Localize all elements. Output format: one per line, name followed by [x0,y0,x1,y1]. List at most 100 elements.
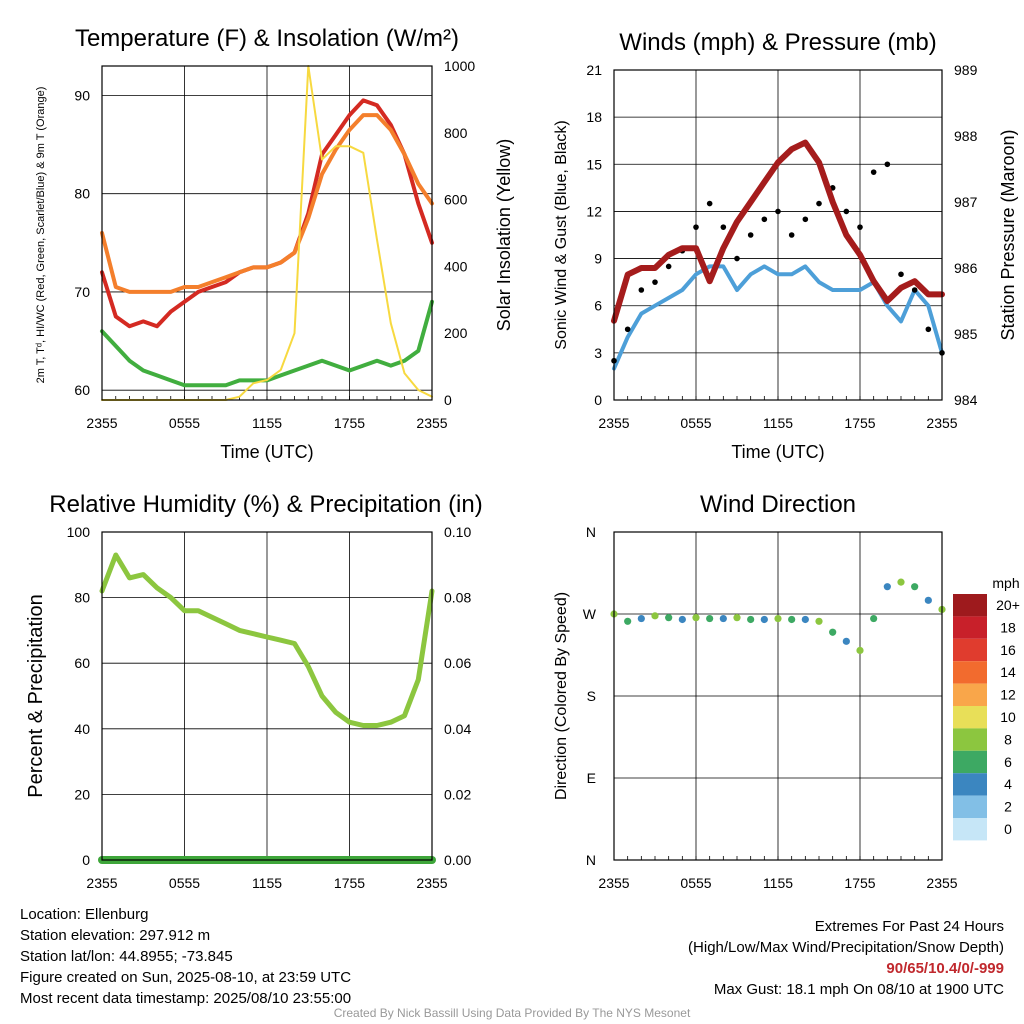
wind-x-axis-label: Time (UTC) [731,442,824,462]
wind-series-station-pressure [611,139,945,324]
temp-plot-frame [101,65,433,401]
wind-gust-point [706,200,713,207]
temp-y2-axis-label: Solar Insolation (Yellow) [494,139,514,331]
dir-legend-swatch [953,616,987,639]
wind-gust-point [734,255,740,262]
rh-left-tick-label: 20 [74,786,90,802]
dir-legend-swatch [953,818,987,841]
extremes-box: Extremes For Past 24 Hours (High/Low/Max… [688,916,1004,1000]
dir-legend-swatch [953,773,987,796]
dir-direction-point [801,615,809,624]
dir-direction-point [719,614,727,623]
wind-series-sonic-wind [612,264,944,371]
dir-legend-title: mph [992,575,1019,591]
wind-gust-point [898,271,904,278]
dir-direction-point [651,612,659,620]
station-latlon: Station lat/lon: 44.8955; -73.845 [20,948,233,965]
dir-direction-point [815,617,823,625]
temp-x-tick-label: 1155 [252,415,282,431]
rh-left-tick-label: 80 [74,590,90,606]
dir-legend-swatch [953,728,987,751]
wind-gust-point [857,224,863,230]
temp-right-tick-label: 600 [444,192,468,208]
rh-x-tick-label: 0555 [169,875,200,891]
rh-right-tick-label: 0.04 [444,721,471,737]
station-location: Location: Ellenburg [20,906,149,923]
wind-right-tick-label: 986 [954,260,978,276]
dir-direction-point [665,614,673,622]
temp-title: Temperature (F) & Insolation (W/m²) [75,25,459,52]
wind-y-axis-label: Sonic Wind & Gust (Blue, Black) [553,120,570,349]
wind-right-tick-label: 984 [954,392,978,408]
wind-left-tick-label: 0 [594,392,602,408]
wind-gust-point [693,224,699,230]
wind-gust-point [870,169,877,175]
rh-left-tick-label: 60 [74,655,90,671]
dir-direction-point [624,617,632,625]
dir-y-axis-label: Direction (Colored By Speed) [553,592,570,800]
dir-direction-point [692,614,700,622]
wind-gust-point [802,216,809,223]
wind-gust-point [638,287,645,293]
temp-x-tick-label: 2355 [86,415,117,431]
wind-plot-frame [613,69,943,401]
dir-legend-swatch [953,750,987,774]
wind-gust-point [788,232,795,238]
dir-y-tick-label: W [583,606,597,622]
wind-right-tick-label: 989 [954,62,978,78]
rh-x-tick-label: 1755 [334,875,365,891]
dir-direction-point [774,614,782,623]
wind-x-tick-label: 2355 [598,415,629,431]
figure-created: Figure created on Sun, 2025-08-10, at 23… [20,969,352,986]
rh-right-tick-label: 0.00 [444,852,471,868]
wind-left-tick-label: 6 [594,298,602,314]
max-gust: Max Gust: 18.1 mph On 08/10 at 1900 UTC [713,981,1004,998]
temp-x-tick-label: 2355 [416,415,447,431]
dir-legend-label: 12 [1000,687,1016,703]
dir-legend-swatch [953,638,987,662]
wind-gust-point [652,279,658,285]
station-elevation: Station elevation: 297.912 m [20,927,211,944]
dir-direction-point [637,614,645,623]
temp-x-tick-label: 1755 [334,415,365,431]
wind-left-tick-label: 18 [586,109,602,125]
credit-line: Created By Nick Bassill Using Data Provi… [333,1006,691,1020]
wind-left-tick-label: 12 [586,203,602,219]
dir-direction-point [911,583,919,591]
dir-legend-label: 16 [1000,642,1016,658]
station-info: Location: Ellenburg Station elevation: 2… [20,904,351,1009]
rh-right-tick-label: 0.06 [444,655,471,671]
rh-right-tick-label: 0.02 [444,786,471,802]
rh-x-tick-label: 2355 [86,875,117,891]
wind-right-tick-label: 988 [954,128,978,144]
rh-x-tick-label: 1155 [252,875,282,891]
dir-direction-point [842,637,850,645]
dir-direction-point [747,615,755,624]
dir-legend-label: 6 [1004,754,1012,770]
dir-legend-label: 2 [1004,799,1012,815]
dir-legend-label: 8 [1004,731,1012,747]
wind-gust-point [775,208,781,215]
wind-gust-point [816,200,822,207]
extremes-values: 90/65/10.4/0/-999 [886,960,1004,977]
wind-gust-point [911,287,918,293]
rh-plot-frame [101,531,433,861]
wind-left-tick-label: 15 [586,156,602,172]
dir-title: Wind Direction [700,491,856,518]
temp-y-axis-label: 2m T, Tᵈ, HI/WC (Red, Green, Scarlet/Blu… [35,87,47,384]
temp-x-tick-label: 0555 [169,415,200,431]
wind-left-tick-label: 9 [594,251,602,267]
dir-x-tick-label: 2355 [598,875,629,891]
dir-direction-point [924,596,932,604]
recent-timestamp: Most recent data timestamp: 2025/08/10 2… [20,990,352,1007]
wind-left-tick-label: 3 [594,345,602,361]
wind-gust-point [761,216,768,223]
rh-left-tick-label: 100 [67,524,91,540]
rh-x-tick-label: 2355 [416,875,447,891]
wind-gust-point [925,326,932,333]
dir-legend-label: 4 [1004,776,1012,792]
rh-right-tick-label: 0.08 [444,590,471,606]
wind-gust-point [843,208,850,215]
dir-y-tick-label: N [586,852,596,868]
temp-left-tick-label: 60 [74,382,90,398]
